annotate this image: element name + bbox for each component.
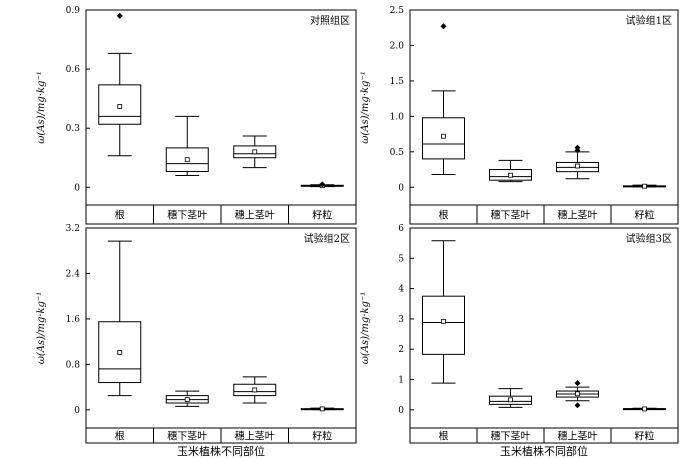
outlier-point xyxy=(574,402,581,409)
panel-title: 试验组2区 xyxy=(304,232,350,245)
mean-marker xyxy=(508,172,513,178)
y-tick-label: 0.5 xyxy=(390,148,405,158)
y-axis-label: ω(As)/mg·kg⁻¹ xyxy=(360,292,371,365)
mean-marker xyxy=(642,406,647,412)
y-tick-label: 6 xyxy=(398,224,404,234)
y-tick-label: 0.6 xyxy=(66,65,81,75)
category-label: 根 xyxy=(115,430,125,443)
y-tick-label: 3 xyxy=(398,315,404,325)
mean-marker xyxy=(117,104,123,109)
mean-marker xyxy=(184,397,190,402)
y-tick-label: 0 xyxy=(398,406,404,416)
y-tick-label: 5 xyxy=(398,254,404,264)
outlier-point xyxy=(116,12,123,19)
mean-marker xyxy=(252,387,258,393)
category-label: 籽粒 xyxy=(635,430,655,443)
bottom-x-axis-label-left: 玉米植株不同部位 xyxy=(177,444,265,458)
mean-marker xyxy=(441,318,446,324)
category-label: 籽粒 xyxy=(312,430,332,443)
category-label: 根 xyxy=(439,430,449,443)
category-label: 籽粒 xyxy=(312,209,332,222)
outlier-point xyxy=(574,380,581,387)
y-tick-label: 3.2 xyxy=(66,224,80,234)
y-tick-label: 1.5 xyxy=(390,77,405,87)
panel-title: 对照组区 xyxy=(310,14,350,27)
outlier-point xyxy=(574,144,581,151)
mean-marker xyxy=(319,406,325,412)
mean-marker xyxy=(575,163,580,169)
y-tick-label: 2.5 xyxy=(390,6,405,16)
y-tick-label: 2 xyxy=(398,345,404,355)
y-tick-label: 0 xyxy=(74,183,80,193)
y-tick-label: 0.3 xyxy=(66,124,81,134)
y-tick-label: 4 xyxy=(398,285,404,295)
y-tick-label: 1.6 xyxy=(66,315,81,325)
panel-title: 试验组3区 xyxy=(626,232,672,245)
category-label: 穗下茎叶 xyxy=(491,209,531,222)
mean-marker xyxy=(642,183,647,189)
y-tick-label: 2.4 xyxy=(66,269,81,279)
category-label: 穗上茎叶 xyxy=(558,430,598,443)
panel-title: 试验组1区 xyxy=(626,14,672,27)
category-label: 穗下茎叶 xyxy=(167,430,207,443)
category-label: 籽粒 xyxy=(635,209,655,222)
y-tick-label: 0.8 xyxy=(66,360,81,370)
mean-marker xyxy=(252,149,258,155)
category-label: 穗上茎叶 xyxy=(235,209,275,222)
y-tick-label: 2.0 xyxy=(390,41,405,51)
plot-frame-2 xyxy=(409,9,679,225)
box xyxy=(422,295,465,355)
y-tick-label: 1.0 xyxy=(390,112,405,122)
bottom-x-axis-label-right: 玉米植株不同部位 xyxy=(500,444,588,458)
mean-marker xyxy=(575,391,580,397)
box xyxy=(98,321,142,384)
y-axis-label: ω(As)/mg·kg⁻¹ xyxy=(36,71,47,144)
y-tick-label: 0.9 xyxy=(66,6,81,16)
mean-marker xyxy=(508,397,513,403)
category-label: 根 xyxy=(439,209,449,222)
y-axis-label: ω(As)/mg·kg⁻¹ xyxy=(360,71,371,144)
y-axis-label: ω(As)/mg·kg⁻¹ xyxy=(36,292,47,365)
category-label: 穗下茎叶 xyxy=(167,209,207,222)
category-label: 穗上茎叶 xyxy=(558,209,598,222)
category-label: 穗下茎叶 xyxy=(491,430,531,443)
y-tick-label: 0 xyxy=(74,406,80,416)
y-tick-label: 1 xyxy=(398,376,404,386)
mean-marker xyxy=(184,157,190,163)
outlier-point xyxy=(319,181,326,188)
outlier-point xyxy=(440,23,447,30)
category-label: 穗上茎叶 xyxy=(235,430,275,443)
mean-marker xyxy=(117,350,123,355)
category-label: 根 xyxy=(115,209,125,222)
mean-marker xyxy=(441,133,446,139)
y-tick-label: 0 xyxy=(398,183,404,193)
